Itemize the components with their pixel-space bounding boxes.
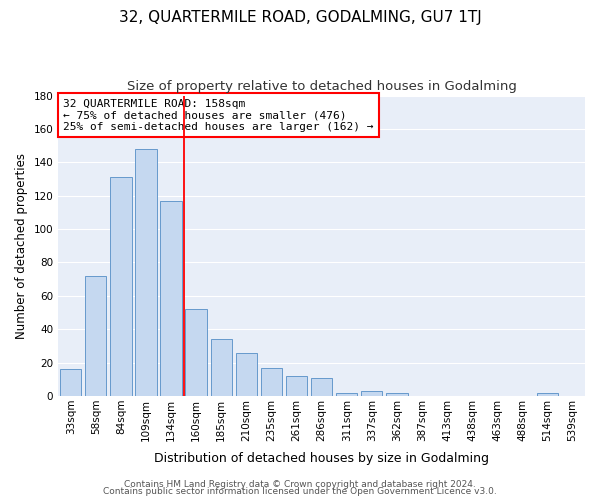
Bar	[236, 352, 257, 396]
X-axis label: Distribution of detached houses by size in Godalming: Distribution of detached houses by size …	[154, 452, 489, 465]
Bar	[311, 378, 332, 396]
Text: Contains HM Land Registry data © Crown copyright and database right 2024.: Contains HM Land Registry data © Crown c…	[124, 480, 476, 489]
Bar	[60, 370, 82, 396]
Bar	[261, 368, 282, 396]
Bar	[185, 309, 207, 396]
Bar	[361, 391, 382, 396]
Title: Size of property relative to detached houses in Godalming: Size of property relative to detached ho…	[127, 80, 517, 93]
Y-axis label: Number of detached properties: Number of detached properties	[15, 153, 28, 339]
Bar	[286, 376, 307, 396]
Bar	[110, 178, 131, 396]
Text: Contains public sector information licensed under the Open Government Licence v3: Contains public sector information licen…	[103, 488, 497, 496]
Bar	[537, 392, 558, 396]
Bar	[336, 392, 358, 396]
Bar	[211, 339, 232, 396]
Bar	[85, 276, 106, 396]
Text: 32 QUARTERMILE ROAD: 158sqm
← 75% of detached houses are smaller (476)
25% of se: 32 QUARTERMILE ROAD: 158sqm ← 75% of det…	[64, 98, 374, 132]
Bar	[160, 200, 182, 396]
Bar	[386, 392, 407, 396]
Bar	[136, 149, 157, 396]
Text: 32, QUARTERMILE ROAD, GODALMING, GU7 1TJ: 32, QUARTERMILE ROAD, GODALMING, GU7 1TJ	[119, 10, 481, 25]
